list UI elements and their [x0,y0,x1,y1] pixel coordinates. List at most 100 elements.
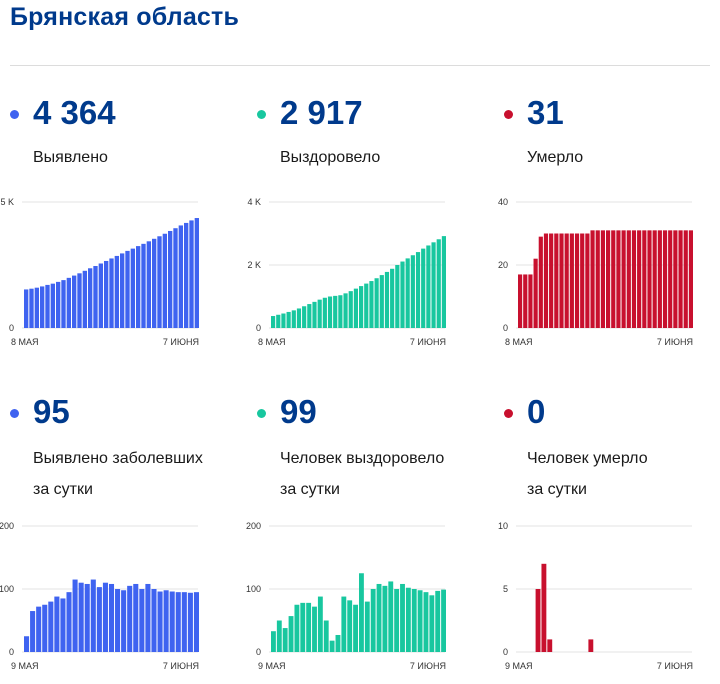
bar [323,620,329,652]
bar [535,589,541,652]
bar [173,228,178,328]
bar [168,230,173,328]
series-dot [10,110,19,119]
bar [547,639,553,652]
bar [133,583,139,652]
bar [82,270,87,328]
x-tick-label-end: 7 ИЮНЯ [410,661,446,671]
bar [395,265,400,328]
bar [559,233,564,328]
bar [302,306,307,328]
bar [48,601,54,652]
bar [528,274,533,328]
bar [353,288,358,329]
bar [400,583,405,652]
bar [66,592,72,652]
bar [115,589,121,652]
bar [523,274,528,328]
bar [109,258,114,328]
bar [341,596,347,652]
panel-value: 0 [527,393,546,430]
bar [580,233,585,328]
bar [423,592,429,652]
x-tick-label-start: 8 МАЯ [11,337,39,347]
bar [541,563,547,652]
y-tick-label: 0 [256,647,261,657]
bar [322,297,327,328]
bar [78,582,84,652]
bar [662,230,668,328]
bar [429,595,435,652]
x-tick-label-start: 9 МАЯ [258,661,286,671]
bar [327,296,333,328]
bar [317,596,323,652]
label-line: Умерло [527,149,584,166]
bar [421,248,426,328]
bar [307,304,312,328]
bar [647,230,652,328]
bar [193,592,199,652]
bar [359,573,364,652]
bar [300,602,306,652]
chart-total-recovered: 0 2 K 4 K 8 МАЯ 7 ИЮНЯ [247,197,446,347]
chart-daily-cases: 0 100 200 9 МАЯ 7 ИЮНЯ [0,521,199,671]
bar [104,260,109,328]
bar [631,230,637,328]
y-tick-label: 0 [503,647,508,657]
bar [518,274,523,328]
bar [98,263,103,328]
bar [56,281,61,328]
x-tick-label-end: 7 ИЮНЯ [657,337,693,347]
panel-label: Выявлено заболевших за сутки [33,443,203,505]
bar [157,591,163,652]
bar [637,230,642,328]
bar [564,233,569,328]
bar [29,288,34,328]
bar [286,311,291,328]
bar [312,301,317,328]
bar [77,273,82,328]
bar [102,582,108,652]
bar [120,253,125,328]
bar [66,277,71,328]
y-tick-label: 40 [498,197,508,207]
bar [688,230,693,328]
bar [50,283,55,328]
bar [152,238,157,328]
y-tick-label: 0 [9,323,14,333]
bar [145,583,151,652]
panel-value: 31 [527,94,564,131]
bar [390,268,395,328]
bar [384,271,390,328]
label-line: за сутки [280,481,340,498]
chart-daily-recovered: 0 100 200 9 МАЯ 7 ИЮНЯ [246,521,446,671]
y-tick-label: 10 [498,521,508,531]
bar [364,283,369,328]
bar [590,230,595,328]
bar [353,604,358,652]
bar [42,604,48,652]
bar [400,261,405,328]
bar [54,596,60,652]
panel-value: 2 917 [280,94,363,131]
panel-label: Человек выздоровело за сутки [280,443,444,505]
x-tick-label-end: 7 ИЮНЯ [657,661,693,671]
bar [338,295,343,328]
chart-total-deaths: 0 20 40 8 МАЯ 7 ИЮНЯ [498,197,693,347]
bar [364,601,370,652]
bar [189,220,194,328]
bar [436,239,441,328]
bar [24,636,30,652]
x-tick-label-end: 7 ИЮНЯ [410,337,446,347]
y-tick-label: 200 [0,521,14,531]
bar [538,236,543,328]
bar [382,585,388,652]
bar [329,640,335,652]
label-line: Человек умерло [527,450,648,467]
panel-value: 4 364 [33,94,116,131]
x-tick-label-end: 7 ИЮНЯ [163,337,199,347]
label-line: Выявлено заболевших [33,450,203,467]
label-line: за сутки [33,481,93,498]
bar [657,230,662,328]
bar [36,606,42,652]
